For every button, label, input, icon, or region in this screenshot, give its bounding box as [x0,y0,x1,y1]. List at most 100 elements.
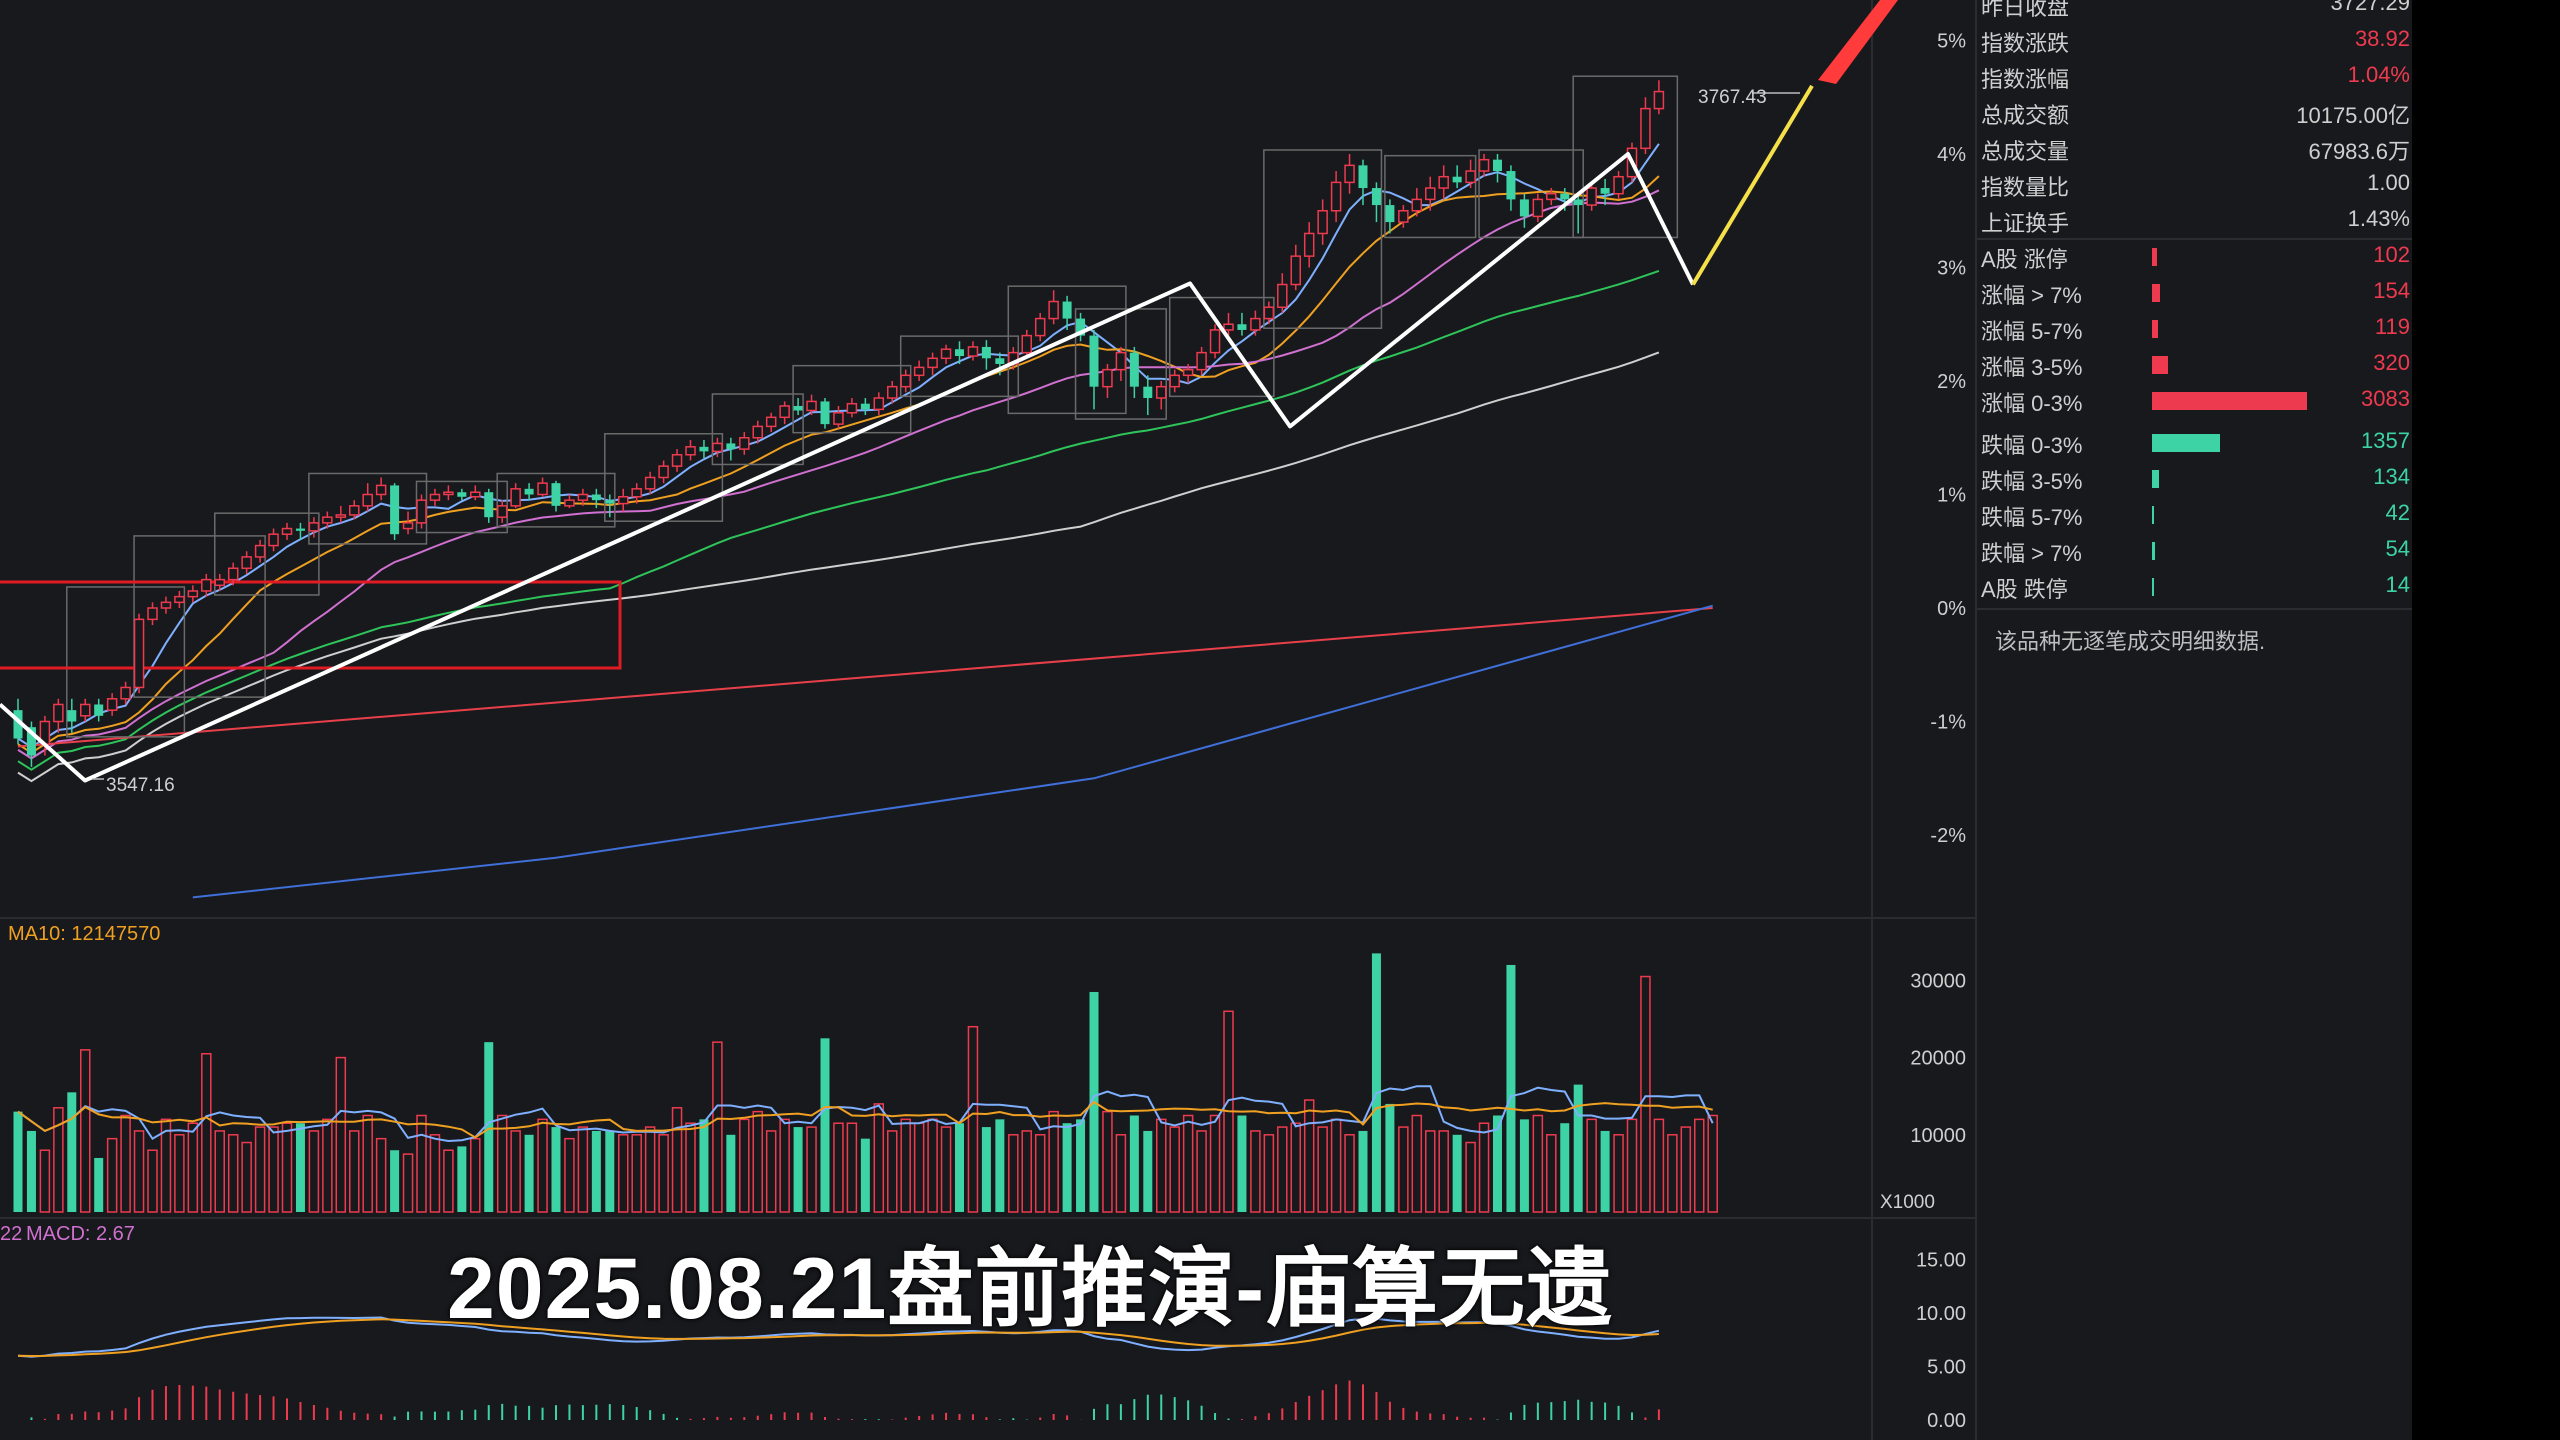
volume-bar [416,1114,427,1213]
volume-bar [1586,1118,1597,1213]
tick-data-note: 该品种无逐笔成交明细数据. [1995,629,2266,654]
volume-bar [806,1126,817,1213]
candle-body [214,578,225,587]
candle-body [1182,368,1194,377]
volume-bar [1493,1115,1502,1212]
volume-bar [1438,1130,1449,1213]
candle-body [1478,158,1490,172]
volume-bar [1358,1130,1368,1212]
candle-body [1317,210,1328,235]
candles-layer[interactable] [13,80,1665,767]
volume-ma10-label: MA10: 12147570 [8,923,160,945]
candle-body [106,698,118,711]
candle-body [537,482,548,496]
consolidation-box [792,364,912,434]
candle-body [671,454,683,467]
volume-bar [457,1146,467,1212]
candle-body [1330,181,1342,212]
candle-body [699,446,709,452]
volume-axis-tick: 20000 [1910,1048,1966,1070]
candle-body [1129,352,1139,387]
volume-bar [443,1149,454,1213]
top_rows-value: 3727.29 [2330,0,2410,15]
volume-panel[interactable] [13,953,1718,1213]
candle-body [510,488,521,507]
volume-bar [995,1119,1005,1212]
candle-body [268,533,279,547]
candle-body [1263,306,1275,320]
up_rows-bar [2152,392,2307,410]
volume-bar [106,1137,118,1213]
candle-body [658,465,669,479]
candle-body [281,527,293,535]
volume-bar [1008,1134,1019,1213]
volume-bar [214,1130,225,1213]
volume-bar [1290,1122,1301,1213]
top_rows-value: 1.04% [2347,62,2410,87]
volume-bar [699,1119,709,1212]
volume-bar [1344,1134,1355,1213]
volume-bar [873,1103,885,1213]
up_rows-label: 涨幅 3-5% [1981,355,2083,380]
candle-body [1076,318,1086,336]
macd-axis-tick: 5.00 [1927,1357,1966,1379]
candle-body [147,607,158,621]
volume-bar [685,1122,696,1213]
candle-body [1048,300,1059,320]
top_rows-value: 38.92 [2354,26,2410,51]
volume-bar [241,1141,252,1213]
candle-body [887,385,898,399]
up_rows-label: 涨幅 5-7% [1981,319,2083,344]
volume-bar [308,1130,320,1213]
high-annotation: 3767.43 [1698,87,1767,108]
volume-bar [1371,953,1381,1212]
down_rows-value: 42 [2385,500,2410,525]
candle-body [967,346,979,357]
volume-bar [281,1122,293,1213]
candle-body [631,488,642,498]
candle-body [13,710,23,739]
candle-body [900,374,911,388]
volume-bar [1143,1130,1153,1212]
volume-bar [1102,1110,1113,1213]
volume-bar [1034,1134,1046,1213]
trend-arrow [1818,0,1898,84]
candle-body [1143,386,1153,399]
volume-bar [564,1137,575,1213]
volume-bar [1532,1114,1544,1213]
down_rows-bar [2152,434,2221,452]
price-axis-tick: -1% [1930,712,1966,734]
volume-bar [227,1134,239,1213]
volume-bar [1021,1130,1032,1213]
volume-bar [147,1149,158,1213]
candle-body [187,590,199,598]
volume-bar [1653,1118,1665,1213]
candle-body [1250,317,1261,331]
consolidation-box [1263,149,1383,329]
volume-bar [1330,1118,1342,1213]
volume-bar [1182,1114,1194,1213]
consolidation-box [496,472,616,528]
macd-panel[interactable] [17,1316,1660,1421]
candle-body [564,499,575,507]
candle-body [67,710,77,722]
price-axis-tick: 2% [1937,371,1966,393]
volume-bar [739,1118,750,1213]
y-axis-labels: 5% 4% 3% 2% 1% 0% -1% -2% 30000 20000 10000 15.00 10… [1910,31,1966,1433]
candle-body [1385,205,1395,223]
up_rows-value: 154 [2373,278,2410,303]
kline-chart[interactable]: 5% 4% 3% 2% 1% 0% -1% -2% 30000 20000 10000 15.00 10… [0,0,1975,1440]
volume-bar [591,1130,601,1212]
consolidation-box [711,393,804,466]
volume-bar [133,1130,145,1213]
volume-bar [644,1126,656,1213]
candle-body [712,442,723,453]
volume-bar [1169,1126,1180,1213]
consolidation-box [1007,285,1127,415]
macd-prefix-label: 22 [0,1223,22,1245]
candle-body [133,618,145,689]
volume-bar [1680,1126,1692,1213]
candle-body [1452,176,1462,183]
volume-bar [94,1157,104,1212]
candle-body [1532,198,1544,218]
